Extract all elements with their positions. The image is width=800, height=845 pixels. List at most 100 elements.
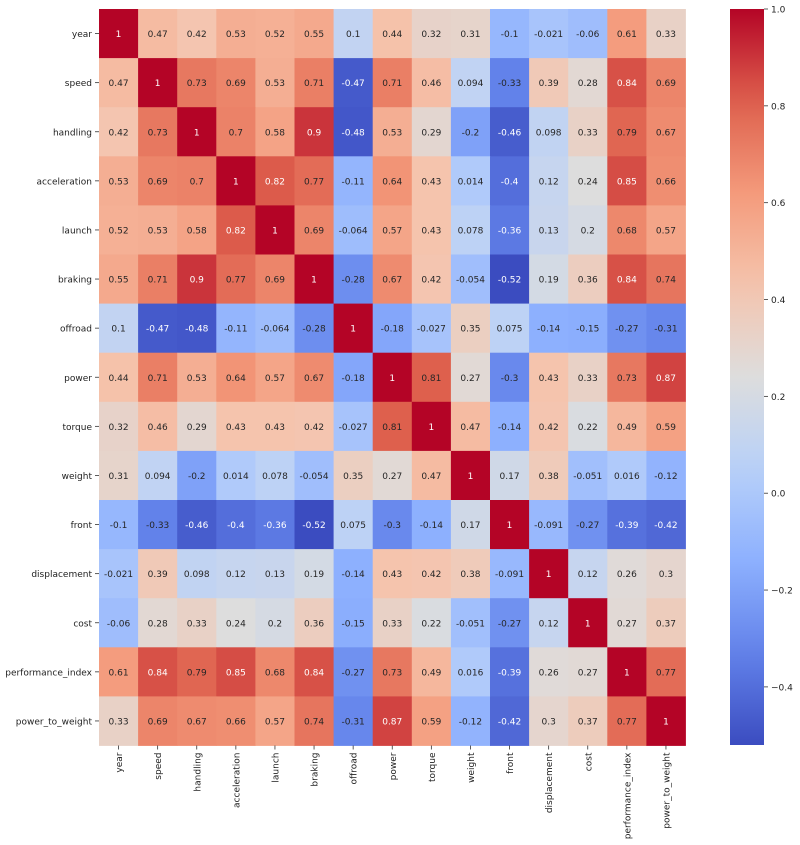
cell-value-front-cost: -0.27	[576, 521, 599, 531]
cell-value-offroad-cost: -0.15	[576, 325, 599, 335]
heatmap-cell-cost-speed	[138, 598, 178, 648]
heatmap-cell-power-cost	[568, 352, 608, 403]
heatmap-cell-launch-year	[99, 205, 139, 255]
heatmap-cell-speed-handling	[177, 58, 217, 108]
heatmap-cell-acceleration-performance_index	[607, 156, 647, 206]
heatmap-cell-cost-braking	[294, 598, 334, 648]
heatmap-cell-front-launch	[255, 500, 295, 550]
cell-value-launch-handling: 0.58	[187, 226, 207, 236]
cell-value-torque-year: 0.32	[109, 423, 129, 433]
heatmap-cell-year-displacement	[529, 9, 569, 59]
cell-value-weight-year: 0.31	[109, 472, 129, 482]
cell-value-launch-braking: 0.69	[304, 226, 324, 236]
cell-value-acceleration-year: 0.53	[109, 177, 129, 187]
heatmap-cell-year-front	[490, 9, 530, 59]
cell-value-cost-front: -0.27	[498, 619, 521, 629]
heatmap-cell-power_to_weight-torque	[411, 696, 452, 746]
heatmap-cell-acceleration-offroad	[333, 156, 374, 206]
heatmap-cell-acceleration-speed	[138, 156, 178, 206]
heatmap-cell-weight-cost	[568, 450, 608, 501]
cell-value-year-handling: 0.42	[187, 30, 207, 40]
heatmap-cell-front-braking	[294, 500, 334, 550]
colorbar-tick-label-6: −0.2	[771, 587, 793, 597]
cell-value-handling-acceleration: 0.7	[229, 128, 243, 138]
cell-value-front-launch: -0.36	[263, 521, 287, 531]
heatmap-cell-displacement-weight	[450, 549, 491, 599]
heatmap-cell-torque-cost	[568, 401, 608, 452]
cell-value-power_to_weight-front: -0.42	[498, 717, 521, 727]
heatmap-cell-braking-offroad	[333, 254, 374, 304]
heatmap-cell-front-cost	[568, 500, 608, 550]
y-tick-label-acceleration: acceleration	[37, 177, 92, 187]
heatmap-cell-launch-displacement	[529, 205, 569, 255]
cell-value-acceleration-weight: 0.014	[458, 177, 484, 187]
cell-value-performance_index-year: 0.61	[109, 668, 129, 678]
cell-value-weight-cost: -0.051	[573, 472, 602, 482]
cell-value-cost-launch: 0.2	[268, 619, 282, 629]
heatmap-cell-acceleration-weight	[450, 156, 491, 206]
heatmap-cell-braking-speed	[138, 254, 178, 304]
cell-value-offroad-torque: -0.027	[417, 325, 446, 335]
heatmap-cell-performance_index-power_to_weight	[646, 647, 686, 697]
cell-value-power-offroad: -0.18	[342, 374, 366, 384]
cell-value-power_to_weight-launch: 0.57	[265, 717, 285, 727]
heatmap-cell-labels: 1 0.47 0.42 0.53 0.52 0.55 0.1 0.44 0.32 0.31 -0.1…	[104, 30, 678, 727]
heatmap-cell-acceleration-power_to_weight	[646, 156, 686, 206]
heatmap-cell-braking-displacement	[529, 254, 569, 304]
heatmap-cell-weight-front	[490, 450, 530, 501]
cell-value-performance_index-torque: 0.49	[421, 668, 441, 678]
cell-value-speed-braking: 0.71	[304, 79, 324, 89]
heatmap-cell-power_to_weight-offroad	[333, 696, 374, 746]
cell-value-torque-braking: 0.42	[304, 423, 324, 433]
cell-value-offroad-offroad: 1	[350, 325, 356, 335]
heatmap-cell-displacement-displacement	[529, 549, 569, 599]
heatmap-cell-launch-weight	[450, 205, 491, 255]
x-tick-label-power_to_weight: power_to_weight	[662, 752, 672, 829]
cell-value-launch-cost: 0.2	[581, 226, 595, 236]
cell-value-performance_index-cost: 0.27	[578, 668, 598, 678]
colorbar-tick-label-7: −0.4	[771, 683, 793, 693]
cell-value-displacement-speed: 0.39	[148, 570, 168, 580]
heatmap-cell-launch-launch	[255, 205, 295, 255]
heatmap-cell-offroad-launch	[255, 303, 295, 354]
cell-value-offroad-handling: -0.48	[185, 325, 209, 335]
cell-value-front-offroad: 0.075	[340, 521, 366, 531]
heatmap-cell-braking-handling	[177, 254, 217, 304]
cell-value-year-weight: 0.31	[460, 30, 480, 40]
cell-value-launch-torque: 0.43	[421, 226, 441, 236]
cell-value-displacement-braking: 0.19	[304, 570, 324, 580]
cell-value-torque-performance_index: 0.49	[617, 423, 637, 433]
x-tick-label-torque: torque	[428, 752, 438, 782]
cell-value-power-weight: 0.27	[460, 374, 480, 384]
cell-value-power-power_to_weight: 0.87	[656, 374, 676, 384]
heatmap-cell-offroad-braking	[294, 303, 334, 354]
heatmap-cell-front-speed	[138, 500, 178, 550]
heatmap-cell-performance_index-displacement	[529, 647, 569, 697]
cell-value-handling-front: -0.46	[498, 128, 522, 138]
heatmap-cell-offroad-weight	[450, 303, 491, 354]
cell-value-year-front: -0.1	[501, 30, 519, 40]
heatmap-cell-displacement-handling	[177, 549, 217, 599]
cell-value-launch-speed: 0.53	[148, 226, 168, 236]
heatmap-cell-torque-year	[99, 401, 139, 452]
cell-value-speed-acceleration: 0.69	[226, 79, 246, 89]
cell-value-cost-offroad: -0.15	[342, 619, 365, 629]
colorbar-tick-label-3: 0.4	[771, 296, 786, 306]
cell-value-power-year: 0.44	[109, 374, 129, 384]
heatmap-cell-torque-acceleration	[216, 401, 256, 452]
x-tick-label-speed: speed	[154, 753, 164, 780]
cell-value-cost-displacement: 0.12	[539, 619, 559, 629]
x-tick-label-launch: launch	[271, 753, 281, 783]
cell-value-year-performance_index: 0.61	[617, 30, 637, 40]
heatmap-cell-year-speed	[138, 9, 178, 59]
cell-value-launch-acceleration: 0.82	[226, 226, 246, 236]
cell-value-power-handling: 0.53	[187, 374, 207, 384]
heatmap-cell-front-performance_index	[607, 500, 647, 550]
cell-value-power-launch: 0.57	[265, 374, 285, 384]
y-tick-label-torque: torque	[62, 423, 92, 433]
heatmap-cell-power-acceleration	[216, 352, 256, 403]
cell-value-power_to_weight-acceleration: 0.66	[226, 717, 246, 727]
cell-value-offroad-front: 0.075	[497, 325, 523, 335]
x-tick-label-front: front	[506, 752, 516, 774]
y-tick-label-speed: speed	[65, 79, 92, 89]
